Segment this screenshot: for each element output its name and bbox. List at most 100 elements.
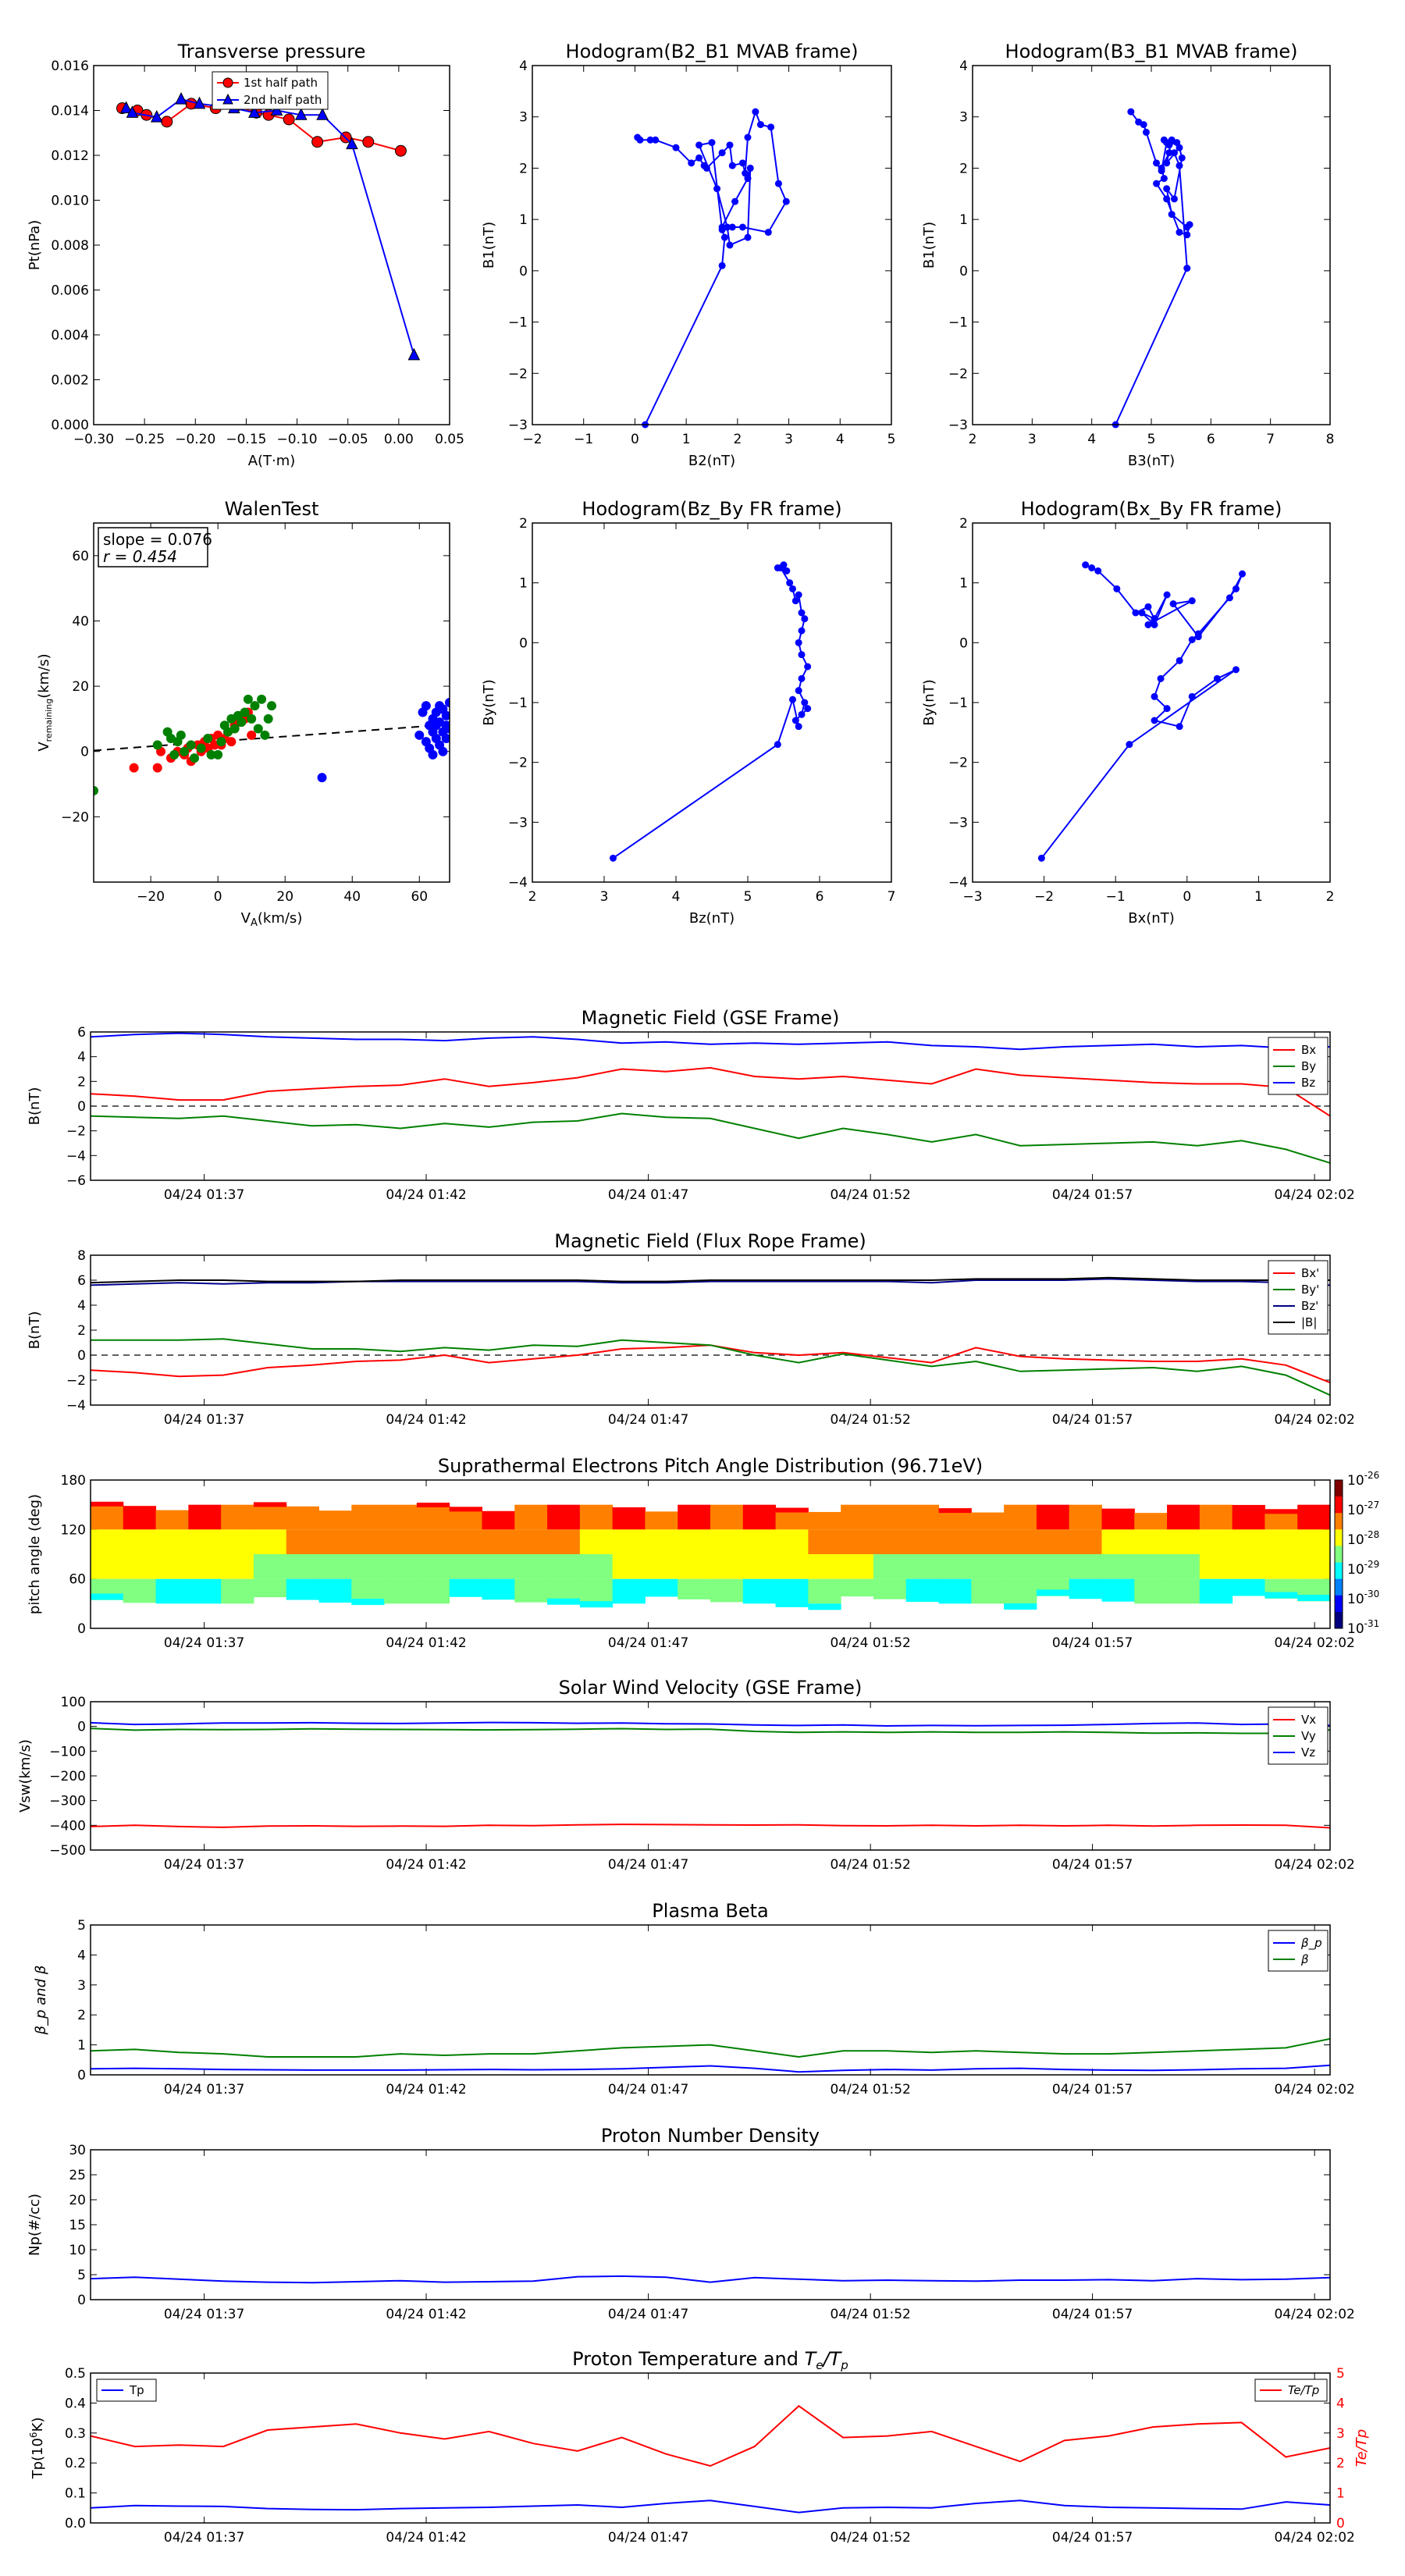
legend-label: β [1300, 1952, 1309, 1966]
heatmap-cell [449, 1529, 482, 1554]
heatmap-cell [514, 1504, 548, 1530]
data-point [414, 730, 425, 740]
heatmap-cell [384, 1504, 418, 1530]
x-tick-label: 04/24 01:42 [386, 2307, 466, 2322]
plot-area [91, 2150, 1330, 2300]
heatmap-cell [1069, 1554, 1102, 1579]
heatmap-cell [482, 1578, 515, 1600]
y-axis-label: pitch angle (deg) [27, 1494, 43, 1614]
heatmap-cell [971, 1578, 1005, 1604]
heatmap-cell [188, 1554, 222, 1579]
x-tick-label: 04/24 02:02 [1274, 2307, 1354, 2322]
colorbar: 10-26 10-27 10-28 10-29 10-30 10-31 [1334, 1470, 1379, 1637]
legend-label: By' [1301, 1283, 1319, 1297]
x-tick-label: 8 [1326, 432, 1335, 447]
heatmap-cell [253, 1529, 287, 1554]
y-tick-label: −4 [508, 875, 528, 891]
heatmap-cell [775, 1578, 809, 1604]
chart-title: Magnetic Field (Flux Rope Frame) [554, 1230, 866, 1252]
data-point [767, 123, 775, 131]
heatmap-cell [905, 1504, 940, 1530]
y-tick-label: 6 [77, 1273, 86, 1289]
heatmap-cell [645, 1529, 678, 1554]
legend-marker [222, 93, 233, 105]
heatmap-cell [905, 1578, 940, 1603]
data-point [152, 740, 162, 750]
chart-title: Magnetic Field (GSE Frame) [582, 1007, 840, 1029]
data-point [237, 717, 247, 728]
data-point [1168, 211, 1176, 219]
data-point [636, 136, 644, 144]
y-tick-label: 0.004 [51, 328, 89, 343]
y2-tick-label: 0 [1336, 2516, 1345, 2532]
data-point [1037, 854, 1045, 862]
data-point [206, 749, 216, 760]
chart-walen-test: WalenTest −20 0 20 40 60 −20 0 20 40 60 VA(km/s) Vre… [36, 498, 450, 929]
x-tick-label: 04/24 01:42 [386, 1857, 466, 1873]
data-point [283, 113, 295, 126]
x-tick-label: 4 [836, 432, 845, 447]
data-point [1168, 136, 1176, 144]
data-point [311, 136, 324, 148]
heatmap-cell [1101, 1508, 1135, 1514]
heatmap-cell [221, 1504, 254, 1530]
data-point [1225, 594, 1233, 602]
data-point [362, 136, 375, 148]
heatmap-cell [384, 1578, 418, 1604]
x-tick-label: −2 [522, 432, 542, 447]
data-point [688, 159, 695, 167]
data-point [1160, 136, 1168, 144]
heatmap-cell [873, 1504, 907, 1530]
data-point [257, 694, 267, 704]
y-tick-label: 0.010 [51, 194, 89, 209]
heatmap-cell [841, 1529, 874, 1554]
data-point [1170, 195, 1178, 203]
heatmap-cell [91, 1504, 124, 1530]
heatmap-cell [1199, 1554, 1233, 1579]
legend-label: |B| [1301, 1315, 1317, 1329]
heatmap-cell [416, 1504, 450, 1530]
x-tick-label: 0 [631, 432, 639, 447]
heatmap-cell [971, 1512, 1005, 1530]
x-tick-label: −0.15 [226, 432, 266, 447]
heatmap-cell [1036, 1554, 1070, 1579]
y-tick-label: −1 [948, 315, 968, 331]
data-point [1188, 636, 1196, 643]
x-tick-label: 4 [1087, 432, 1096, 447]
heatmap-cell [547, 1529, 581, 1554]
legend-label: 1st half path [244, 76, 318, 90]
colorbar-segment [1335, 1578, 1343, 1596]
data-point [193, 96, 206, 109]
heatmap-cell [841, 1578, 874, 1597]
chart-plasma-beta: Plasma Beta 0 1 2 3 4 5 04/24 01:37 04/24 01:42 0… [33, 1900, 1355, 2097]
heatmap-cell [1167, 1578, 1200, 1604]
data-point [731, 197, 739, 205]
data-point [726, 141, 734, 149]
heatmap-cell [155, 1510, 189, 1530]
plot-area [532, 66, 891, 425]
x-tick-label: 5 [744, 889, 752, 905]
data-point [263, 713, 273, 724]
heatmap-cell [416, 1502, 450, 1507]
data-point [250, 701, 260, 711]
data-point [744, 175, 752, 183]
x-tick-label: 04/24 01:47 [608, 1857, 688, 1873]
y-tick-label: 4 [77, 1050, 86, 1066]
data-point [718, 262, 726, 269]
y-tick-label: −2 [508, 366, 528, 382]
y-tick-label: 0.008 [51, 238, 89, 254]
x-tick-label: 04/24 01:47 [608, 1635, 688, 1651]
y-tick-label: 2 [519, 161, 528, 176]
y-axis-label: Pt(nPa) [27, 220, 43, 270]
heatmap-cell [123, 1529, 157, 1554]
heatmap-cell [221, 1554, 254, 1579]
heatmap-cell [188, 1504, 222, 1530]
legend-label: By [1301, 1059, 1316, 1073]
data-point [1239, 570, 1247, 578]
series-line-Te/Tp [91, 2404, 1330, 2467]
data-point [791, 717, 799, 724]
data-point [196, 743, 206, 753]
y-tick-label: −20 [61, 809, 89, 825]
x-tick-label: 04/24 02:02 [1274, 1857, 1354, 1873]
